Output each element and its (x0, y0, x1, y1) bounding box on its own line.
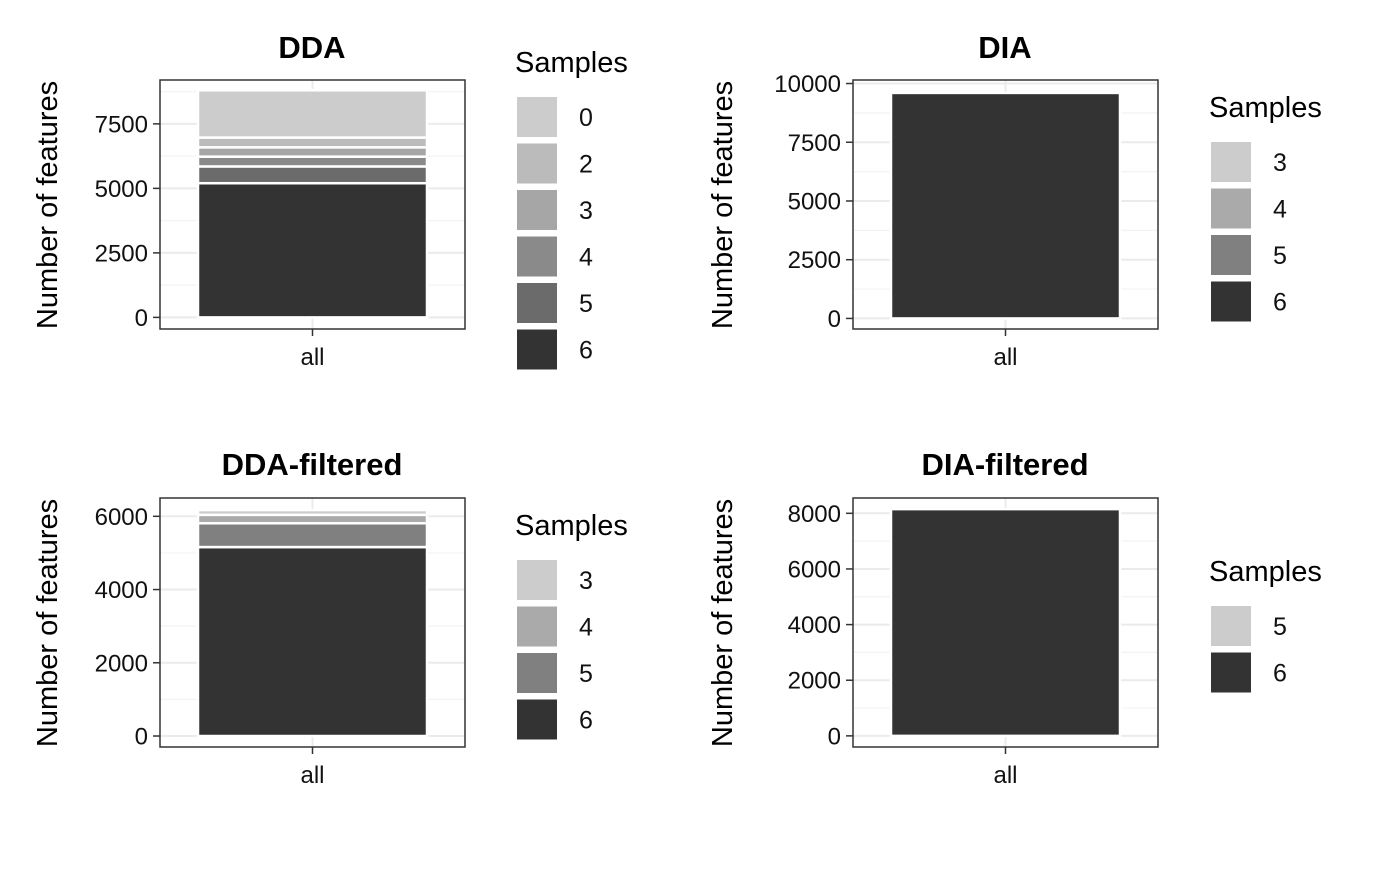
y-axis-title: Number of features (32, 499, 64, 747)
y-tick-label: 0 (828, 306, 841, 333)
y-tick-label: 8000 (788, 501, 841, 528)
legend-label-5: 5 (1273, 613, 1287, 641)
panel-title: DDA-filtered (222, 447, 403, 482)
bar-segment-samples-6 (889, 91, 1122, 320)
x-tick-label: all (300, 344, 324, 371)
legend-label-5: 5 (579, 290, 593, 318)
legend-label-4: 4 (1273, 196, 1287, 224)
x-tick-label: all (993, 344, 1017, 371)
legend-key-5 (517, 653, 557, 693)
y-tick-label: 2000 (788, 668, 841, 695)
panel-title: DDA (278, 30, 345, 65)
y-tick-label: 7500 (788, 130, 841, 157)
legend-key-3 (1211, 142, 1251, 182)
legend-key-6 (517, 699, 557, 740)
legend-title: Samples (1209, 556, 1322, 588)
chart-panel-4: 0 2000 4000 6000 8000 all DIA-filtered Number o… (707, 447, 1322, 789)
legend-title: Samples (1209, 92, 1322, 124)
legend-key-0 (517, 97, 557, 137)
legend-title: Samples (515, 510, 628, 542)
legend: Samples 3 4 5 6 (1209, 92, 1322, 322)
y-tick-label: 0 (135, 724, 148, 751)
y-tick-label: 6000 (788, 556, 841, 583)
legend-label-6: 6 (579, 337, 593, 365)
legend-label-6: 6 (579, 707, 593, 735)
y-tick-label: 2500 (788, 247, 841, 274)
legend-label-3: 3 (579, 567, 593, 595)
legend-label-6: 6 (1273, 289, 1287, 317)
legend-key-4 (517, 236, 557, 277)
legend-key-2 (517, 143, 557, 184)
legend-key-4 (517, 606, 557, 647)
bar-segment-samples-2 (196, 136, 429, 149)
legend-key-6 (1211, 652, 1251, 693)
legend-label-4: 4 (579, 614, 593, 642)
bar-segment-samples-6 (196, 181, 429, 319)
legend-key-3 (517, 560, 557, 600)
legend-key-5 (1211, 606, 1251, 646)
legend-label-5: 5 (1273, 242, 1287, 270)
legend-key-3 (517, 190, 557, 230)
bar-segment-samples-4 (196, 155, 429, 168)
bar-segment-samples-3 (196, 146, 429, 158)
bar-segment-samples-5 (196, 522, 429, 549)
legend-key-6 (1211, 281, 1251, 322)
y-axis-title: Number of features (707, 81, 739, 329)
legend-key-5 (517, 283, 557, 323)
bar-segment-samples-4 (196, 513, 429, 525)
panel-title: DIA-filtered (921, 447, 1088, 482)
bar-segment-samples-6 (889, 507, 1122, 738)
legend-label-3: 3 (1273, 149, 1287, 177)
y-tick-label: 4000 (788, 612, 841, 639)
y-tick-label: 6000 (95, 504, 148, 531)
bar-segment-samples-5 (196, 165, 429, 185)
y-tick-label: 0 (135, 305, 148, 332)
legend: Samples 0 2 3 4 5 6 (515, 47, 628, 370)
bar-segment-samples-0 (196, 89, 429, 139)
legend-label-3: 3 (579, 197, 593, 225)
bar-segment-samples-6 (196, 545, 429, 738)
y-tick-label: 2500 (95, 240, 148, 267)
legend-label-6: 6 (1273, 660, 1287, 688)
x-tick-label: all (300, 762, 324, 789)
legend-key-6 (517, 329, 557, 370)
legend: Samples 5 6 (1209, 556, 1322, 693)
legend-title: Samples (515, 47, 628, 79)
legend: Samples 3 4 5 6 (515, 510, 628, 740)
y-tick-label: 5000 (788, 188, 841, 215)
legend-label-2: 2 (579, 151, 593, 179)
x-tick-label: all (993, 762, 1017, 789)
chart-panel-2: 0 2500 5000 7500 10000 all DIA Number of featur… (707, 30, 1322, 371)
legend-key-4 (1211, 188, 1251, 229)
panel-title: DIA (978, 30, 1031, 65)
y-tick-label: 10000 (774, 71, 841, 98)
y-tick-label: 2000 (95, 650, 148, 677)
y-axis-title: Number of features (707, 499, 739, 747)
y-axis-title: Number of features (32, 81, 64, 329)
y-tick-label: 7500 (95, 111, 148, 138)
chart-panel-1: 0 2500 5000 7500 all DDA Number of features Sam… (32, 30, 628, 371)
y-tick-label: 5000 (95, 176, 148, 203)
legend-label-4: 4 (579, 244, 593, 272)
legend-key-5 (1211, 235, 1251, 275)
chart-panel-3: 0 2000 4000 6000 all DDA-filtered Number of fe… (32, 447, 628, 789)
legend-label-5: 5 (579, 660, 593, 688)
legend-label-0: 0 (579, 104, 593, 132)
y-tick-label: 0 (828, 723, 841, 750)
bar-segment-samples-3 (196, 508, 429, 517)
y-tick-label: 4000 (95, 577, 148, 604)
